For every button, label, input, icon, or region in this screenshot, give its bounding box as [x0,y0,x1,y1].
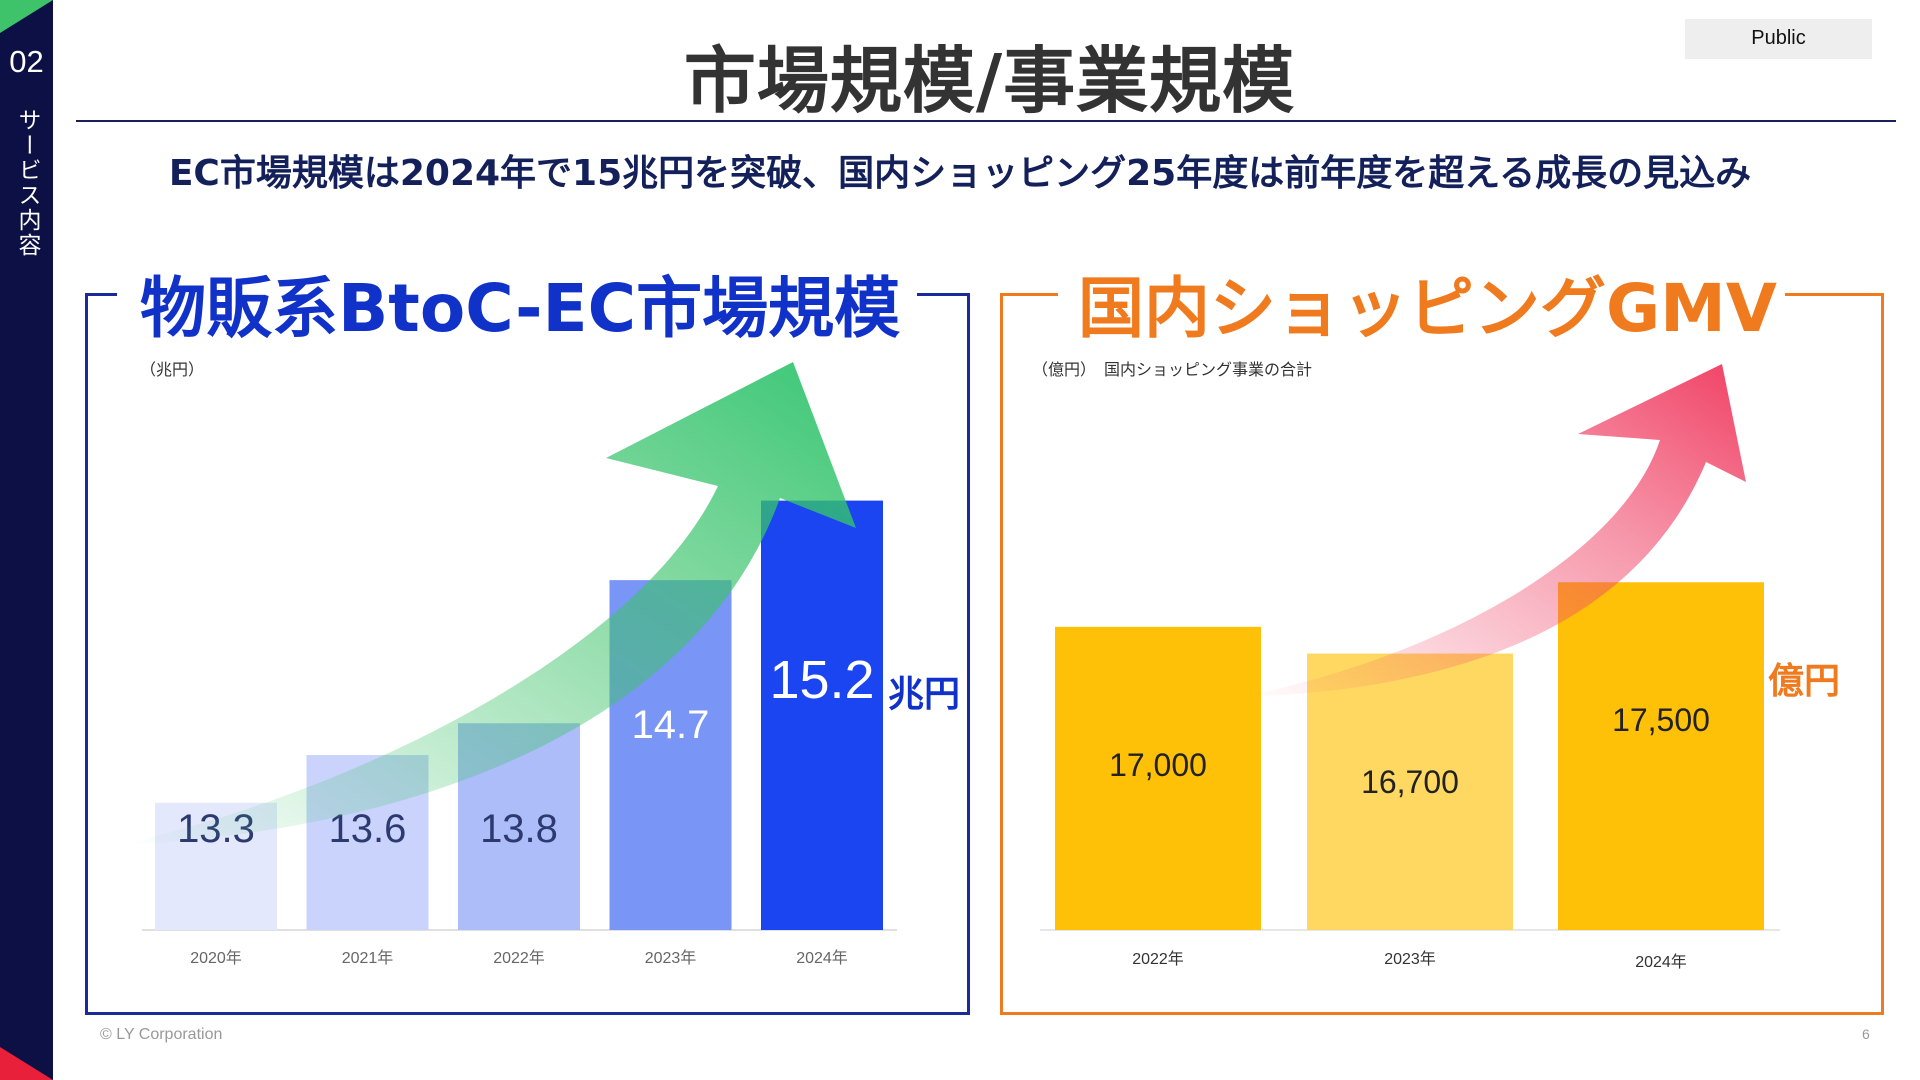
gmv-category-label: 2022年 [1132,950,1184,968]
classification-badge: Public [1685,19,1872,59]
ec-bar-value-label: 14.7 [632,703,710,747]
page-subtitle: EC市場規模は2024年で15兆円を突破、国内ショッピング25年度は前年度を超え… [168,153,1752,194]
growth-arrow-green [120,362,856,845]
gmv-panel-top-border-right [1785,293,1884,296]
ec-category-label: 2024年 [796,949,848,967]
gmv-bar [1558,582,1764,930]
gmv-bar-value-label: 17,000 [1109,747,1207,783]
page-title: 市場規模/事業規模 [683,39,1296,123]
section-sidebar [0,0,53,1080]
gmv-category-label: 2024年 [1635,953,1687,971]
growth-arrow-pink [1240,364,1746,697]
copyright-footer: © LY Corporation [100,1026,223,1043]
gmv-bar [1307,653,1513,930]
ec-bar-value-label: 15.2 [769,650,874,710]
shopping-gmv-panel [1000,293,1884,1015]
ec-market-heading: 物販系BtoC-EC市場規模 [140,270,901,347]
gmv-bar-value-label: 17,500 [1612,702,1710,738]
ec-unit-label: 兆円 [888,674,960,715]
ec-market-panel [85,293,970,1015]
ec-panel-top-border-left [85,293,117,296]
ec-panel-top-border-right [917,293,970,296]
ec-category-label: 2022年 [493,949,545,967]
gmv-category-label: 2023年 [1384,950,1436,968]
ec-bar [761,500,883,930]
ec-category-label: 2023年 [645,949,697,967]
ec-unit-note: （兆円） [140,360,205,379]
section-number: 02 [9,44,44,79]
gmv-panel-top-border-left [1000,293,1058,296]
shopping-gmv-heading: 国内ショッピングGMV [1078,270,1777,347]
ec-category-label: 2020年 [190,949,242,967]
shopping-gmv-chart: 17,000 2022年 16,700 2023年 17,500 2024年 億円 [1040,582,1840,971]
gmv-unit-label: 億円 [1768,661,1840,702]
gmv-unit-note: （億円） 国内ショッピング事業の合計 [1032,360,1313,379]
title-divider [76,120,1896,122]
corner-accent-green [0,0,53,33]
corner-accent-red [0,1047,53,1080]
gmv-bar [1055,626,1261,930]
gmv-bar-value-label: 16,700 [1361,764,1459,800]
section-label: サービス内容 [14,108,40,258]
ec-category-label: 2021年 [342,949,394,967]
page-number: 6 [1862,1026,1870,1042]
ec-bar-value-label: 13.8 [480,807,558,851]
